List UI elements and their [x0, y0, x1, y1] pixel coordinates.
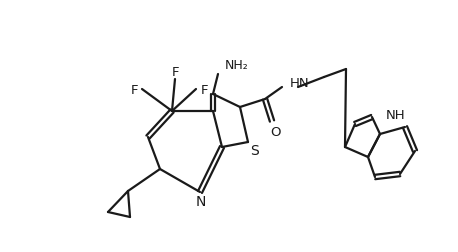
- Text: F: F: [171, 65, 179, 78]
- Text: F: F: [130, 83, 138, 96]
- Text: N: N: [196, 194, 206, 208]
- Text: NH: NH: [386, 108, 406, 121]
- Text: O: O: [271, 125, 281, 138]
- Text: F: F: [200, 83, 208, 96]
- Text: HN: HN: [290, 76, 310, 89]
- Text: S: S: [251, 143, 259, 158]
- Text: NH₂: NH₂: [225, 58, 249, 71]
